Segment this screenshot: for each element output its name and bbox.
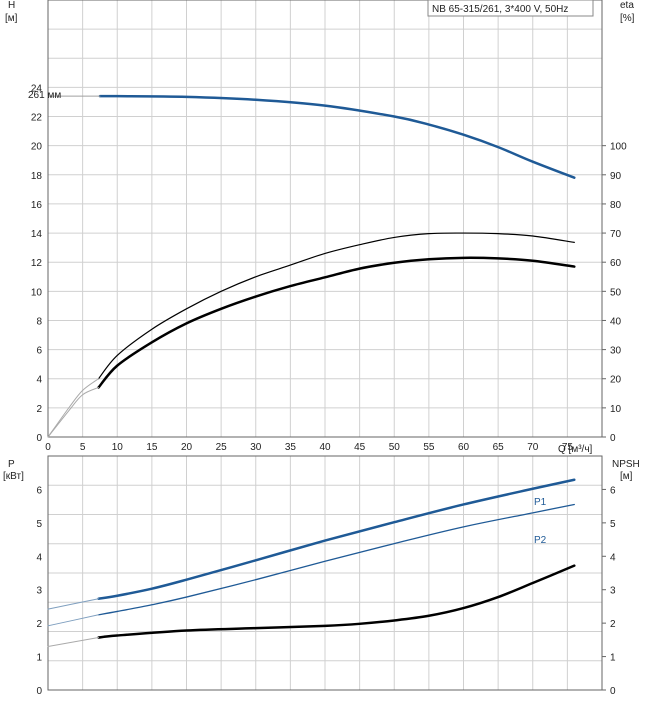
x-tick-label: 20 [181,442,193,453]
y-left-tick-label: 22 [31,113,43,124]
x-tick-label: 50 [389,442,401,453]
x-tick-label: 55 [423,442,435,453]
y-right-tick-label: 60 [610,258,622,269]
series-line-1-5 [47,637,100,648]
x-tick-label: 5 [80,442,86,453]
grid-top [47,0,603,438]
series-top [47,94,576,438]
x-tick-label: 30 [250,442,262,453]
grid-bottom [47,455,603,691]
y-left-tick-label: 2 [36,404,42,415]
y-right-tick-label: 20 [610,375,622,386]
x-tick-label: 10 [112,442,124,453]
axis-labels: 0246810121416182022240102030405060708090… [31,83,627,697]
y-right-unit-bottom: [м] [620,471,633,482]
y-left-tick-label: 3 [36,586,42,597]
y-right-tick-label: 2 [610,619,616,630]
y-left-tick-label: 6 [36,485,42,496]
series-line-0-4 [47,386,100,438]
y-left-tick-label: 4 [36,375,42,386]
y-left-tick-label: 5 [36,519,42,530]
series-line-0-5 [47,378,100,438]
x-tick-label: 45 [354,442,366,453]
y-left-label-bottom: P [8,459,15,470]
x-tick-label: 60 [458,442,470,453]
y-left-tick-label: 24 [31,83,43,94]
y-left-tick-label: 6 [36,346,42,357]
y-left-unit-bottom: [кВт] [3,471,24,482]
y-right-tick-label: 1 [610,653,616,664]
y-right-tick-label: 30 [610,346,622,357]
series-line-1-3 [47,614,100,627]
x-axis-label: Q [м³/ч] [558,444,593,455]
curve-annotation-261: 261 мм [28,90,61,101]
y-right-tick-label: 0 [610,686,616,697]
plot-frame [47,0,603,438]
series-bottom [47,478,576,648]
y-right-tick-label: 10 [610,404,622,415]
series-line-1-2 [47,598,100,610]
y-right-tick-label: 100 [610,142,627,153]
series-261-мм [98,94,576,179]
x-tick-label: 0 [45,442,51,453]
y-left-tick-label: 18 [31,171,43,182]
legend-p2: P2 [534,535,547,546]
x-tick-label: 40 [319,442,331,453]
y-left-tick-label: 20 [31,142,43,153]
series-line-1-4 [97,564,576,639]
x-tick-label: 15 [146,442,158,453]
y-left-tick-label: 0 [36,433,42,444]
y-left-label-top: H [8,0,15,11]
y-left-tick-label: 1 [36,653,42,664]
y-left-tick-label: 10 [31,287,43,298]
y-right-tick-label: 3 [610,586,616,597]
series-line-0-3 [97,232,575,380]
y-left-tick-label: 14 [31,229,43,240]
x-tick-label: 65 [493,442,505,453]
y-left-tick-label: 0 [36,686,42,697]
x-tick-label: 70 [527,442,539,453]
y-right-tick-label: 90 [610,171,622,182]
legend-p1: P1 [534,497,547,508]
series-line-0-2 [97,256,576,389]
y-right-tick-label: 80 [610,200,622,211]
y-left-tick-label: 2 [36,619,42,630]
series-p2 [97,503,575,616]
y-left-tick-label: 8 [36,316,42,327]
chart-title: NB 65-315/261, 3*400 V, 50Hz [432,4,568,15]
series-p1 [97,478,576,600]
title-box [427,0,594,17]
y-right-label-bottom: NPSH [612,459,640,470]
plot-frame [47,455,603,691]
y-right-label-top: eta [620,0,634,11]
y-right-tick-label: 70 [610,229,622,240]
y-left-tick-label: 12 [31,258,43,269]
y-right-tick-label: 40 [610,316,622,327]
x-tick-label: 25 [216,442,228,453]
x-tick-label: 35 [285,442,297,453]
y-left-tick-label: 16 [31,200,43,211]
x-tick-label: 75 [562,442,574,453]
y-right-unit-top: [%] [620,13,635,24]
y-right-tick-label: 4 [610,552,616,563]
y-right-tick-label: 50 [610,287,622,298]
y-left-tick-label: 4 [36,552,42,563]
y-left-unit-top: [м] [5,13,18,24]
y-right-tick-label: 0 [610,433,616,444]
y-right-tick-label: 5 [610,519,616,530]
y-right-tick-label: 6 [610,485,616,496]
